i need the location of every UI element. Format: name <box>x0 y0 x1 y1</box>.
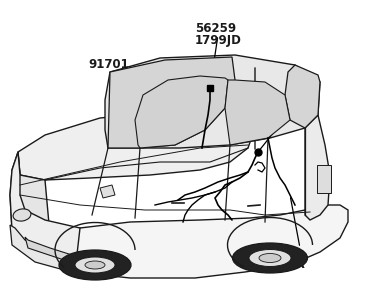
Text: 91701R: 91701R <box>255 258 305 271</box>
Bar <box>317 165 331 193</box>
Polygon shape <box>18 112 255 180</box>
Polygon shape <box>100 185 115 198</box>
Ellipse shape <box>59 250 131 280</box>
Ellipse shape <box>259 254 281 262</box>
Polygon shape <box>105 55 320 148</box>
Polygon shape <box>285 65 320 128</box>
Polygon shape <box>25 237 72 262</box>
Ellipse shape <box>232 243 307 273</box>
Polygon shape <box>10 152 80 272</box>
Polygon shape <box>10 152 50 245</box>
Text: 1799JD: 1799JD <box>195 34 242 47</box>
Ellipse shape <box>75 257 115 273</box>
Text: 56259: 56259 <box>195 22 236 35</box>
Polygon shape <box>10 225 80 273</box>
Polygon shape <box>135 76 228 148</box>
Ellipse shape <box>85 261 105 269</box>
Text: 1141AC: 1141AC <box>248 105 299 118</box>
Ellipse shape <box>249 250 291 267</box>
Ellipse shape <box>13 209 31 221</box>
Polygon shape <box>18 205 348 278</box>
Polygon shape <box>305 115 330 220</box>
Polygon shape <box>225 80 290 145</box>
Text: 91701: 91701 <box>88 58 129 71</box>
Polygon shape <box>108 57 235 148</box>
